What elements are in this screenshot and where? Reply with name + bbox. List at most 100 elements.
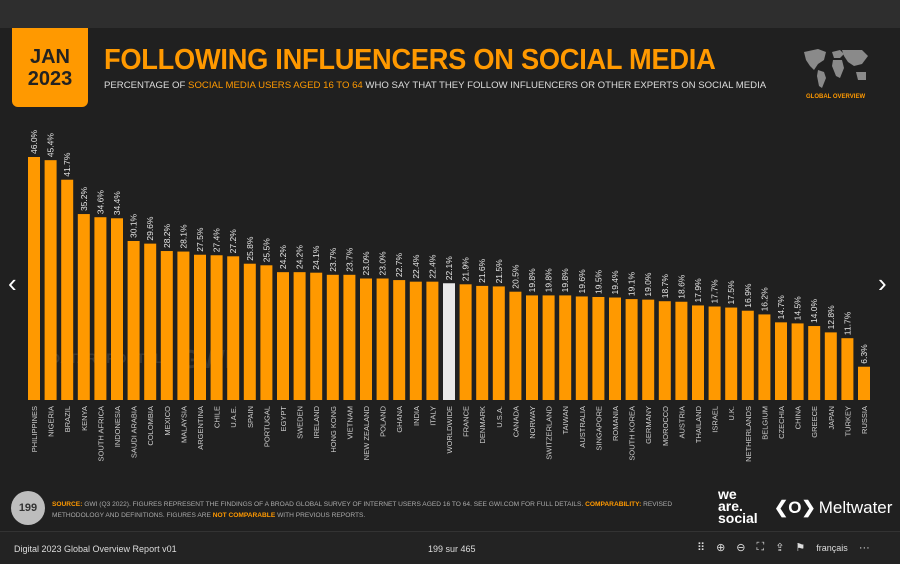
fullscreen-icon[interactable]: ⛶ (756, 541, 765, 553)
value-label: 22.7% (394, 253, 404, 278)
section-tag: GLOBAL OVERVIEW (806, 94, 866, 100)
page-indicator: 199 sur 465 (428, 544, 476, 554)
bar-worldwide (443, 283, 455, 400)
value-label: 19.4% (610, 270, 620, 295)
category-label: MALAYSIA (179, 406, 188, 443)
value-label: 34.6% (95, 190, 105, 215)
value-label: 28.2% (162, 223, 172, 248)
value-label: 29.6% (145, 216, 155, 241)
bar-spain (243, 263, 256, 400)
bar-argentina (194, 254, 206, 400)
bar-india (409, 281, 422, 400)
logo-we: we (718, 486, 737, 502)
zoom-out-icon[interactable]: ⊖ (736, 542, 746, 554)
value-label: 6.3% (859, 344, 869, 364)
bar-brazil (61, 179, 74, 400)
category-label: MOROCCO (661, 406, 670, 446)
category-label: INDIA (412, 406, 421, 426)
value-label: 25.8% (245, 236, 255, 261)
value-label: 46.0% (29, 129, 39, 154)
category-label: CHILE (213, 406, 222, 428)
category-label: DENMARK (478, 406, 487, 444)
category-label: COLOMBIA (146, 406, 155, 446)
bar-u-k- (725, 307, 738, 400)
category-label: ARGENTINA (196, 406, 205, 450)
more-options-icon[interactable]: ··· (858, 541, 870, 554)
document-title: Digital 2023 Global Overview Report v01 (14, 544, 177, 554)
bar-czechia (775, 322, 787, 400)
bar-portugal (260, 265, 273, 400)
value-label: 28.1% (178, 224, 188, 249)
value-label: 24.2% (278, 245, 288, 270)
value-label: 17.5% (726, 280, 736, 305)
category-label: RUSSIA (860, 406, 869, 434)
bar-colombia (144, 243, 157, 400)
value-label: 19.5% (593, 269, 603, 294)
category-label: ISRAEL (711, 406, 720, 433)
value-label: 35.2% (79, 187, 89, 212)
language-selector[interactable]: français (816, 542, 848, 553)
meltwater-text: Meltwater (818, 498, 893, 517)
bar-u-s-a- (492, 286, 505, 400)
value-label: 19.8% (544, 268, 554, 293)
category-label: PHILIPPINES (30, 406, 39, 452)
value-label: 21.5% (494, 259, 504, 284)
previous-slide-button[interactable]: ‹ (8, 268, 17, 298)
category-label: AUSTRALIA (578, 406, 587, 448)
category-label: POLAND (379, 405, 388, 436)
next-slide-button[interactable]: › (878, 268, 887, 298)
value-label: 27.5% (195, 227, 205, 252)
value-label: 11.7% (842, 311, 852, 335)
bar-taiwan (559, 295, 572, 400)
zoom-in-icon[interactable]: ⊕ (716, 542, 726, 554)
bar-romania (609, 297, 621, 400)
bar-saudi-arabia (127, 240, 140, 400)
category-label: WORLDWIDE (445, 406, 454, 454)
bar-south-korea (625, 299, 638, 400)
bar-vietnam (343, 274, 356, 400)
flag-icon[interactable]: ⚑ (795, 542, 806, 554)
category-label: CANADA (511, 406, 520, 437)
value-label: 14.5% (793, 296, 803, 321)
value-label: 23.7% (328, 247, 338, 272)
bar-poland (376, 278, 389, 400)
category-label: KENYA (80, 406, 89, 431)
category-label: MEXICO (163, 406, 172, 436)
category-label: HONG KONG (329, 406, 338, 453)
bar-indonesia (111, 218, 123, 400)
category-label: EGYPT (279, 406, 288, 432)
category-label: IRELAND (312, 405, 321, 438)
value-label: 27.2% (228, 229, 238, 254)
bar-italy (426, 281, 439, 400)
comparability-label: COMPARABILITY: (585, 501, 642, 508)
bar-france (459, 284, 472, 400)
bar-denmark (476, 285, 489, 400)
date-month: JAN (29, 46, 70, 68)
category-label: THAILAND (694, 405, 703, 443)
bar-israel (708, 306, 721, 400)
bar-morocco (658, 301, 671, 400)
logo-are: are. (718, 498, 743, 514)
value-label: 16.9% (743, 283, 753, 308)
value-label: 18.7% (660, 274, 670, 299)
value-label: 20.5% (510, 264, 520, 289)
value-label: 18.6% (676, 274, 686, 299)
value-label: 24.1% (311, 245, 321, 270)
bar-ghana (393, 280, 406, 400)
page-subtitle: PERCENTAGE OF SOCIAL MEDIA USERS AGED 16… (104, 80, 766, 91)
category-label: BRAZIL (63, 406, 72, 432)
category-label: GREECE (810, 406, 819, 438)
bar-china (791, 323, 804, 400)
logo-social: social (718, 510, 758, 526)
category-label: NEW ZEALAND (362, 405, 371, 460)
value-label: 22.4% (427, 254, 437, 279)
bar-south-africa (94, 217, 107, 400)
category-label: U.K. (727, 406, 736, 421)
subtitle-highlight: SOCIAL MEDIA USERS AGED 16 TO 64 (188, 80, 363, 91)
value-label: 19.1% (627, 272, 637, 297)
top-bar (0, 0, 900, 28)
grid-view-icon[interactable]: ⠿ (697, 542, 706, 554)
value-label: 45.4% (46, 133, 56, 158)
share-icon[interactable]: ⇪ (775, 542, 785, 554)
category-label: SWEDEN (296, 406, 305, 439)
